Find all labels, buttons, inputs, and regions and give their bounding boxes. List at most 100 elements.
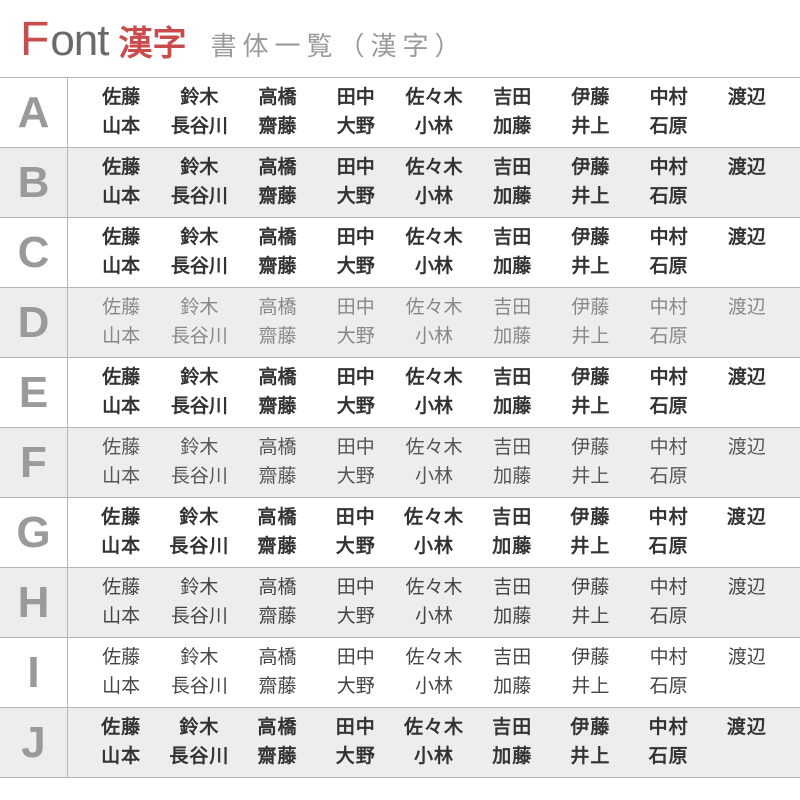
surname: 渡辺 [708, 84, 786, 113]
name-line-2: 山本長谷川齋藤大野小林加藤井上石原 [82, 533, 786, 562]
surname: 山本 [82, 463, 160, 492]
surname: 長谷川 [160, 253, 238, 282]
surname: 高橋 [238, 154, 316, 183]
surname: 田中 [317, 714, 395, 743]
surname: 加藤 [473, 183, 551, 212]
surname: 渡辺 [708, 294, 786, 323]
surname: 山本 [82, 533, 160, 562]
surname: 渡辺 [708, 574, 786, 603]
surname: 佐藤 [82, 434, 160, 463]
table-row: G佐藤鈴木高橋田中佐々木吉田伊藤中村渡辺山本長谷川齋藤大野小林加藤井上石原 [0, 497, 800, 567]
row-content: 佐藤鈴木高橋田中佐々木吉田伊藤中村渡辺山本長谷川齋藤大野小林加藤井上石原 [68, 288, 800, 357]
surname: 加藤 [473, 673, 551, 702]
surname: 高橋 [238, 434, 316, 463]
surname: 井上 [551, 253, 629, 282]
surname: 齋藤 [238, 533, 316, 562]
surname: 石原 [630, 603, 708, 632]
surname: 小林 [395, 113, 473, 142]
surname: 佐々木 [395, 364, 473, 393]
surname: 加藤 [473, 253, 551, 282]
name-line-1: 佐藤鈴木高橋田中佐々木吉田伊藤中村渡辺 [82, 84, 786, 113]
subtitle: 書体一覧（漢字） [211, 26, 467, 63]
font-table: A佐藤鈴木高橋田中佐々木吉田伊藤中村渡辺山本長谷川齋藤大野小林加藤井上石原B佐藤… [0, 77, 800, 778]
surname: 石原 [630, 253, 708, 282]
row-letter: G [0, 498, 68, 567]
surname: 渡辺 [708, 644, 786, 673]
surname: 伊藤 [551, 84, 629, 113]
surname: 山本 [82, 113, 160, 142]
table-row: A佐藤鈴木高橋田中佐々木吉田伊藤中村渡辺山本長谷川齋藤大野小林加藤井上石原 [0, 77, 800, 147]
surname: 山本 [82, 743, 160, 772]
surname: 齋藤 [238, 323, 316, 352]
surname: 鈴木 [160, 224, 238, 253]
title-font-f: F [20, 12, 48, 67]
surname: 井上 [551, 673, 629, 702]
surname: 佐々木 [395, 434, 473, 463]
surname: 大野 [317, 533, 395, 562]
name-line-1: 佐藤鈴木高橋田中佐々木吉田伊藤中村渡辺 [82, 364, 786, 393]
surname: 田中 [317, 574, 395, 603]
surname: 齋藤 [238, 253, 316, 282]
surname: 田中 [317, 434, 395, 463]
surname: 高橋 [238, 84, 316, 113]
surname: 石原 [630, 323, 708, 352]
row-letter: E [0, 358, 68, 427]
surname: 小林 [395, 673, 473, 702]
surname: 井上 [551, 113, 629, 142]
name-line-2: 山本長谷川齋藤大野小林加藤井上石原 [82, 603, 786, 632]
surname: 高橋 [238, 294, 316, 323]
surname: 高橋 [238, 644, 316, 673]
surname: 吉田 [473, 574, 551, 603]
surname: 佐々木 [395, 84, 473, 113]
surname: 大野 [317, 673, 395, 702]
surname: 小林 [395, 743, 473, 772]
surname: 渡辺 [708, 154, 786, 183]
surname: 加藤 [473, 603, 551, 632]
surname [708, 533, 786, 562]
surname: 石原 [630, 743, 708, 772]
surname: 井上 [551, 743, 629, 772]
name-line-2: 山本長谷川齋藤大野小林加藤井上石原 [82, 393, 786, 422]
surname: 長谷川 [160, 743, 238, 772]
surname: 齋藤 [238, 603, 316, 632]
surname: 吉田 [473, 434, 551, 463]
surname: 中村 [630, 504, 708, 533]
name-line-2: 山本長谷川齋藤大野小林加藤井上石原 [82, 323, 786, 352]
name-line-2: 山本長谷川齋藤大野小林加藤井上石原 [82, 463, 786, 492]
row-content: 佐藤鈴木高橋田中佐々木吉田伊藤中村渡辺山本長谷川齋藤大野小林加藤井上石原 [68, 708, 800, 777]
table-row: C佐藤鈴木高橋田中佐々木吉田伊藤中村渡辺山本長谷川齋藤大野小林加藤井上石原 [0, 217, 800, 287]
surname: 加藤 [473, 323, 551, 352]
surname: 山本 [82, 253, 160, 282]
surname: 齋藤 [238, 393, 316, 422]
name-line-1: 佐藤鈴木高橋田中佐々木吉田伊藤中村渡辺 [82, 644, 786, 673]
surname: 佐々木 [395, 294, 473, 323]
surname: 石原 [630, 463, 708, 492]
surname: 鈴木 [160, 364, 238, 393]
surname: 井上 [551, 533, 629, 562]
header: F ont 漢字 書体一覧（漢字） [0, 0, 800, 77]
surname: 渡辺 [708, 224, 786, 253]
surname: 鈴木 [160, 644, 238, 673]
surname [708, 393, 786, 422]
surname: 井上 [551, 393, 629, 422]
surname: 中村 [630, 714, 708, 743]
row-letter: C [0, 218, 68, 287]
surname: 吉田 [473, 224, 551, 253]
surname [708, 323, 786, 352]
row-content: 佐藤鈴木高橋田中佐々木吉田伊藤中村渡辺山本長谷川齋藤大野小林加藤井上石原 [68, 498, 800, 567]
name-line-1: 佐藤鈴木高橋田中佐々木吉田伊藤中村渡辺 [82, 714, 786, 743]
surname: 伊藤 [551, 714, 629, 743]
surname: 長谷川 [160, 673, 238, 702]
surname: 佐々木 [395, 224, 473, 253]
surname: 小林 [395, 393, 473, 422]
surname: 齋藤 [238, 673, 316, 702]
surname: 石原 [630, 393, 708, 422]
surname: 吉田 [473, 644, 551, 673]
surname: 井上 [551, 463, 629, 492]
surname: 小林 [395, 463, 473, 492]
surname: 鈴木 [160, 434, 238, 463]
surname: 佐々木 [395, 714, 473, 743]
surname: 中村 [630, 224, 708, 253]
name-line-1: 佐藤鈴木高橋田中佐々木吉田伊藤中村渡辺 [82, 224, 786, 253]
surname: 長谷川 [160, 463, 238, 492]
